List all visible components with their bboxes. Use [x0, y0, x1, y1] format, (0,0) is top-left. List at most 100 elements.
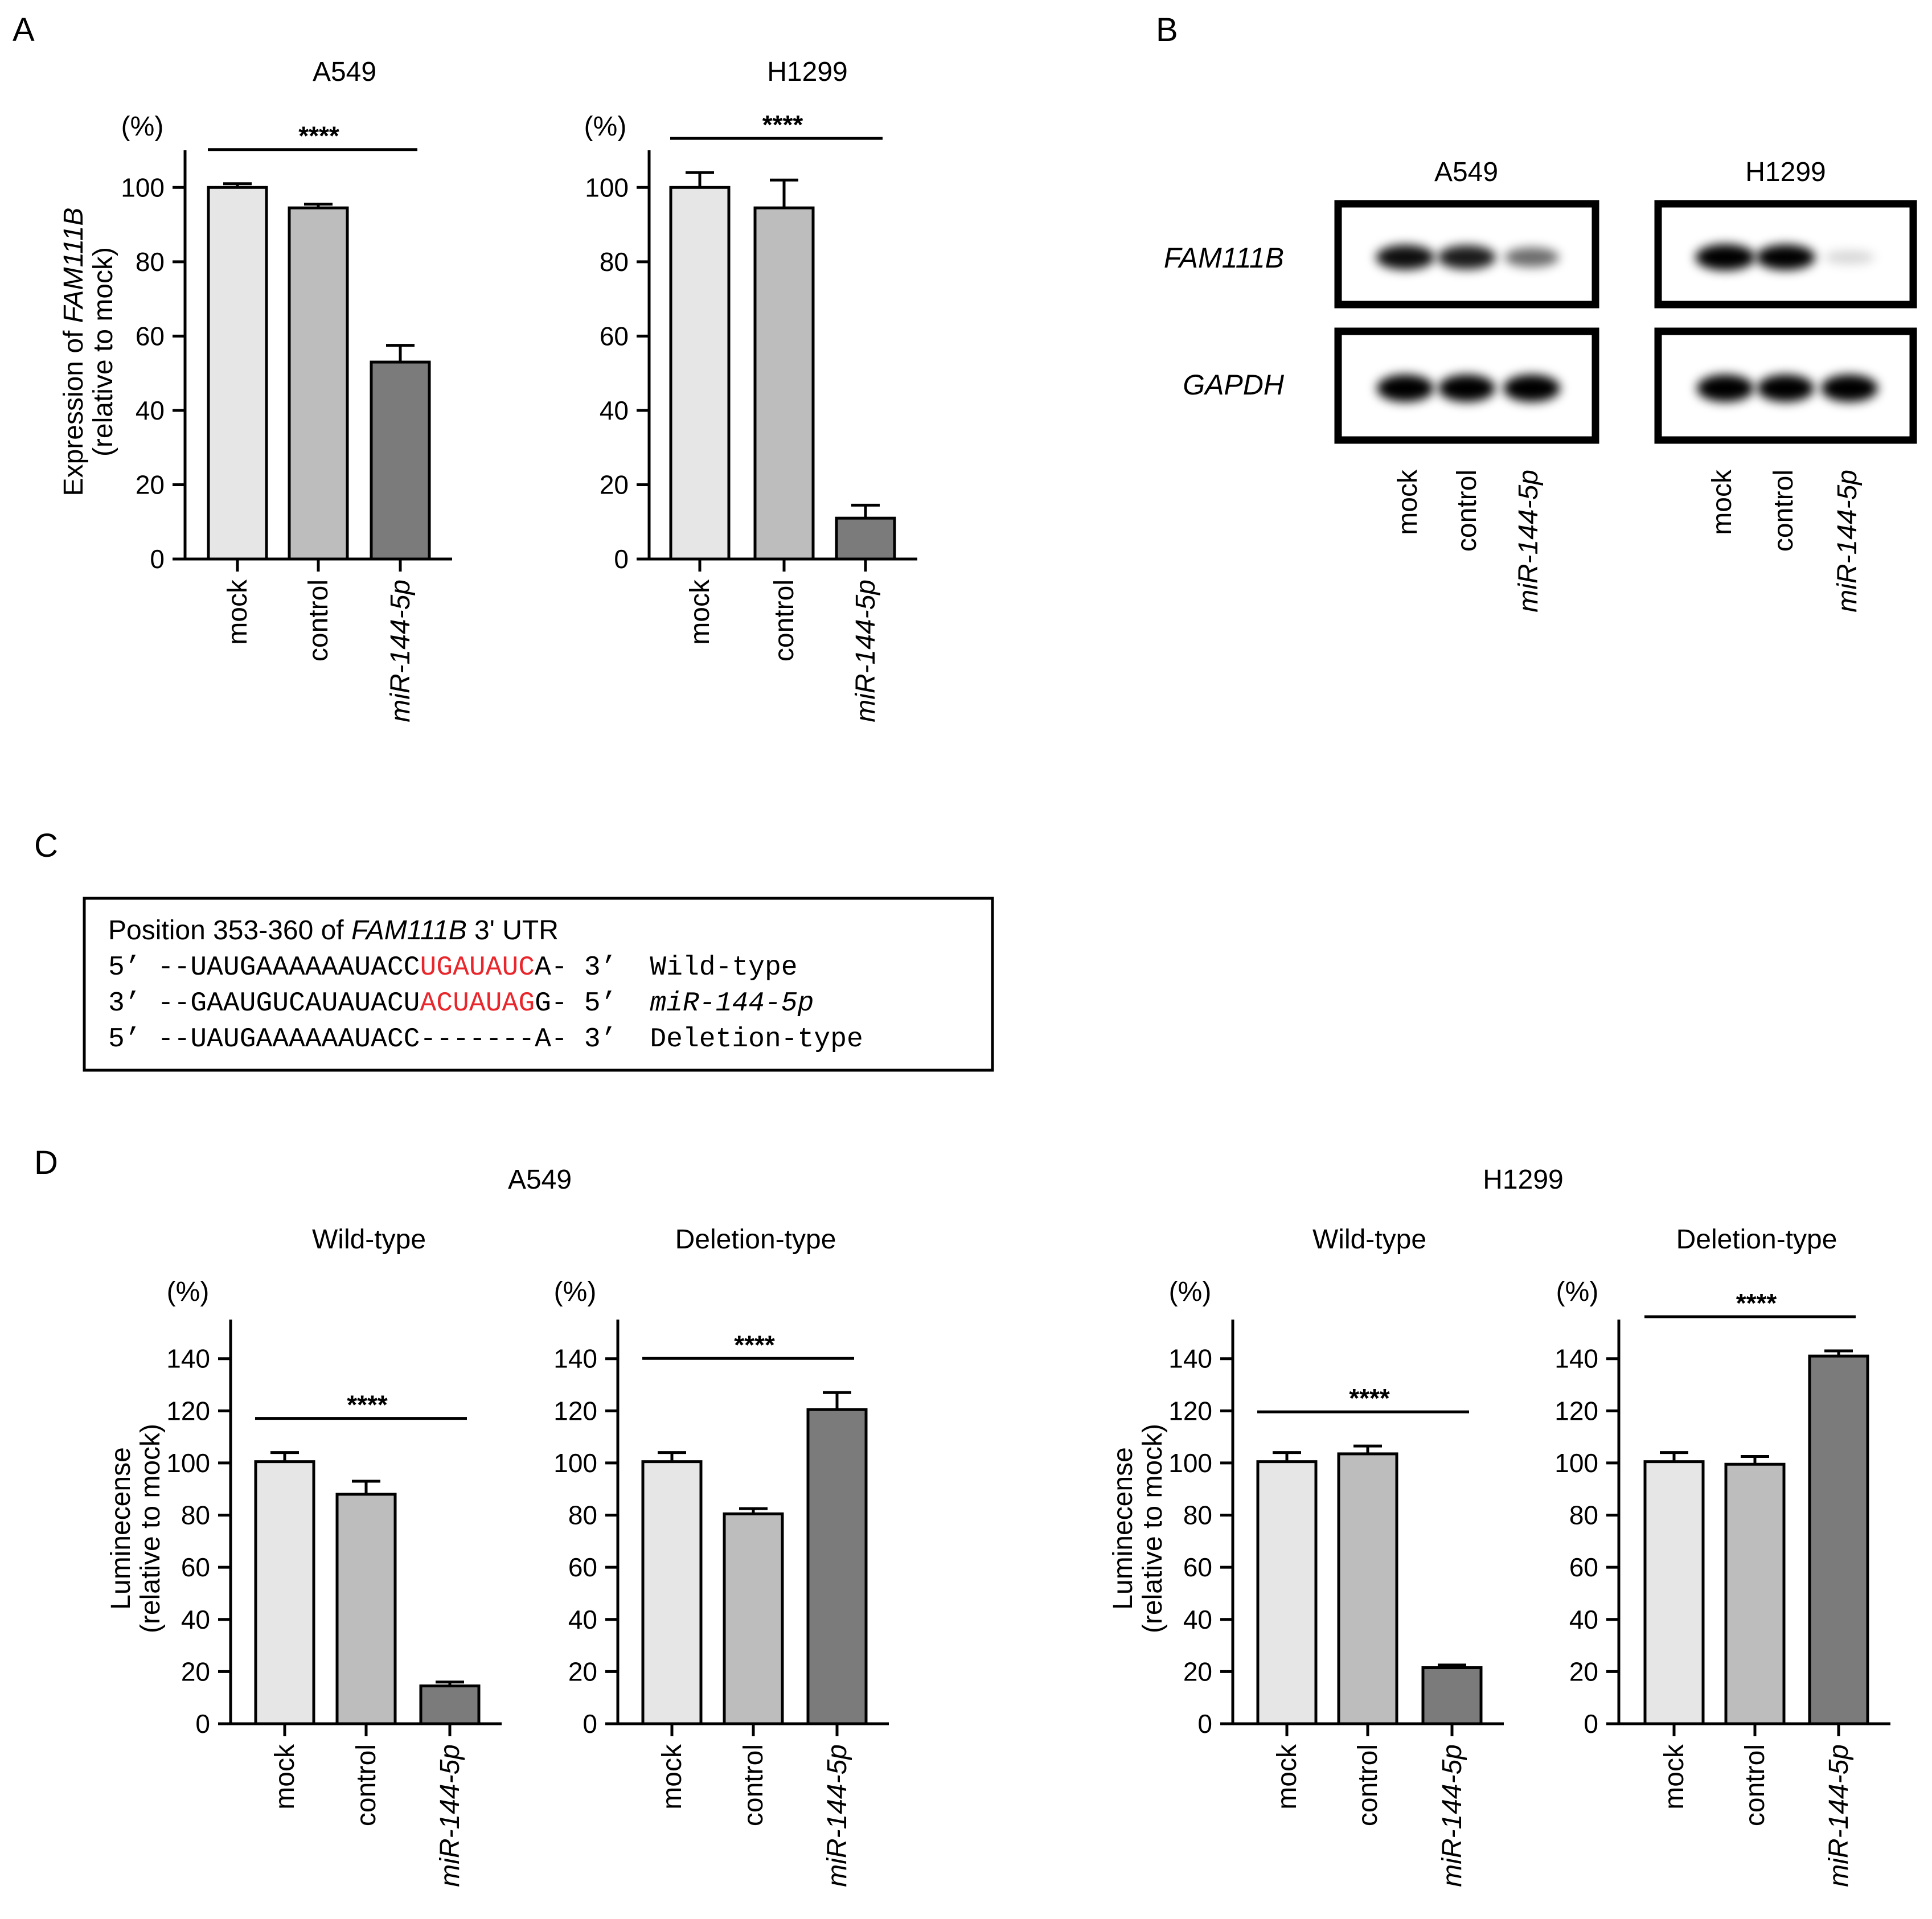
panel-d-group-h1299: H1299: [1483, 1165, 1563, 1195]
y-unit-label: (%): [584, 112, 627, 142]
bar-mock: [1643, 1460, 1705, 1725]
x-tick-label: control: [1353, 1744, 1383, 1826]
sequence-box-frame: [83, 897, 994, 1072]
bar-control: [723, 1512, 784, 1725]
bar-control: [288, 206, 349, 561]
sequence-post: -------A-: [420, 1024, 567, 1055]
blot-band-a549-fam111b: [1504, 247, 1559, 268]
y-axis-label-line2: (relative to mock): [1138, 1424, 1168, 1633]
y-tick-label: 100: [121, 172, 165, 202]
sequence-title-suffix: 3' UTR: [467, 915, 559, 946]
blot-lane-label: miR-144-5p: [1513, 470, 1544, 613]
y-tick-label: 40: [1569, 1605, 1598, 1634]
significance-label: ****: [734, 1330, 775, 1359]
blot-label-gapdh: GAPDH: [1183, 369, 1285, 401]
blot-title-a549: A549: [1434, 157, 1498, 187]
panel-d-group-a549: A549: [508, 1165, 572, 1195]
bar-mir-144-5p: [370, 360, 431, 561]
chart-title: H1299: [767, 57, 847, 87]
blot-band-a549-gapdh: [1377, 375, 1434, 402]
blot-lane-label: control: [1452, 470, 1482, 552]
sequence-alignment-box: Position 353-360 of FAM111B 3' UTR 5’ --U…: [83, 897, 994, 1072]
x-tick-label: mock: [1272, 1744, 1302, 1810]
chart-d-a549-wild-type: Wild-type (%) 0 20 40 60 80 100 120 140 mock contro…: [106, 1224, 502, 1887]
significance-label: ****: [347, 1390, 388, 1420]
blot-band-h1299-fam111b: [1695, 244, 1755, 270]
y-tick-label: 140: [1168, 1344, 1212, 1374]
panel-letter-a: A: [13, 11, 35, 48]
blot-lane-label: mock: [1707, 469, 1737, 535]
bar-control: [1337, 1452, 1398, 1725]
y-tick-label: 100: [166, 1448, 210, 1478]
sequence-left-end: 5’: [108, 1024, 141, 1055]
y-axis-label: Expression of FAM111B(relative to mock): [59, 208, 118, 496]
chart-title: A549: [313, 57, 376, 87]
y-axis-label: Luminecense(relative to mock): [1108, 1424, 1168, 1633]
y-tick-label: 0: [1197, 1709, 1212, 1739]
x-tick-label: miR-144-5p: [435, 1744, 465, 1887]
bar-mir-144-5p: [419, 1684, 481, 1725]
y-axis-label-line1: Luminecense: [106, 1447, 136, 1610]
y-tick-label: 20: [1183, 1657, 1212, 1686]
sequence-post: A-: [535, 952, 568, 983]
sequence-seed-region: UGAUAUC: [420, 952, 535, 983]
y-tick-label: 0: [614, 544, 629, 574]
y-tick-label: 100: [1554, 1448, 1598, 1478]
bar-mock: [669, 186, 731, 561]
bar-control: [1724, 1462, 1786, 1725]
x-tick-label: control: [739, 1744, 769, 1826]
sequence-title-gene: FAM111B: [351, 915, 467, 946]
y-tick-label: 80: [181, 1501, 210, 1530]
chart-title: Wild-type: [1312, 1224, 1426, 1255]
blot-band-h1299-gapdh: [1821, 375, 1878, 402]
significance-label: ****: [1736, 1288, 1777, 1318]
y-tick-label: 40: [1183, 1605, 1212, 1634]
x-tick-label: miR-144-5p: [1437, 1744, 1467, 1887]
y-tick-label: 40: [181, 1605, 210, 1634]
y-tick-label: 20: [181, 1657, 210, 1686]
sequence-pre: --UAUGAAAAAAUACC: [158, 1024, 420, 1055]
sequence-pre: --UAUGAAAAAAUACC: [158, 952, 420, 983]
blot-band-h1299-gapdh: [1697, 375, 1754, 402]
sequence-label: Deletion-type: [650, 1024, 863, 1055]
y-tick-label: 140: [1554, 1344, 1598, 1374]
x-tick-label: miR-144-5p: [1824, 1744, 1854, 1887]
blot-title-h1299: H1299: [1745, 157, 1826, 187]
y-tick-label: 60: [1569, 1552, 1598, 1582]
y-axis-label: Luminecense(relative to mock): [106, 1424, 166, 1633]
x-tick-label: mock: [270, 1744, 300, 1810]
y-tick-label: 140: [166, 1344, 210, 1374]
bar-mir-144-5p: [1808, 1354, 1869, 1725]
sequence-seed-region: ACUAUAG: [420, 988, 535, 1019]
chart-d-h1299-deletion-type: Deletion-type (%) 0 20 40 60 80 100 120 140 mock co…: [1554, 1224, 1890, 1887]
y-tick-label: 60: [181, 1552, 210, 1582]
x-tick-label: control: [303, 580, 334, 661]
x-tick-label: mock: [657, 1744, 687, 1810]
significance-label: ****: [298, 121, 339, 151]
y-tick-label: 60: [600, 321, 629, 351]
y-tick-label: 120: [553, 1396, 597, 1425]
y-tick-label: 0: [1584, 1709, 1598, 1739]
sequence-row: 3’ --GAAUGUCAUAUACUACUAUAGG- 5’ miR-144-5p: [108, 988, 814, 1019]
chart-a-h1299: H1299 (%) 0 20 40 60 80 100 mock control miR-144-5…: [584, 57, 917, 722]
y-tick-label: 0: [150, 544, 165, 574]
sequence-pre: --GAAUGUCAUAUACU: [158, 988, 420, 1019]
chart-title: Deletion-type: [675, 1224, 836, 1255]
sequence-label: miR-144-5p: [650, 988, 814, 1019]
blot-band-h1299-fam111b: [1824, 250, 1874, 264]
y-tick-label: 80: [568, 1501, 597, 1530]
blot-band-h1299-gapdh: [1757, 375, 1814, 402]
y-tick-label: 20: [136, 470, 165, 499]
y-axis-label-gene: FAM111B: [59, 208, 89, 323]
y-tick-label: 40: [568, 1605, 597, 1634]
bar-mock: [254, 1460, 315, 1725]
bar-mir-144-5p: [835, 516, 896, 561]
sequence-right-end: 3’: [584, 1024, 617, 1055]
blot-band-a549-gapdh: [1438, 375, 1495, 402]
bar-mir-144-5p: [1421, 1666, 1483, 1725]
blot-band-a549-fam111b: [1438, 245, 1496, 270]
panel-letter-c: C: [34, 827, 58, 864]
sequence-label: Wild-type: [650, 952, 797, 983]
y-axis-label-prefix: Expression of: [59, 323, 89, 496]
